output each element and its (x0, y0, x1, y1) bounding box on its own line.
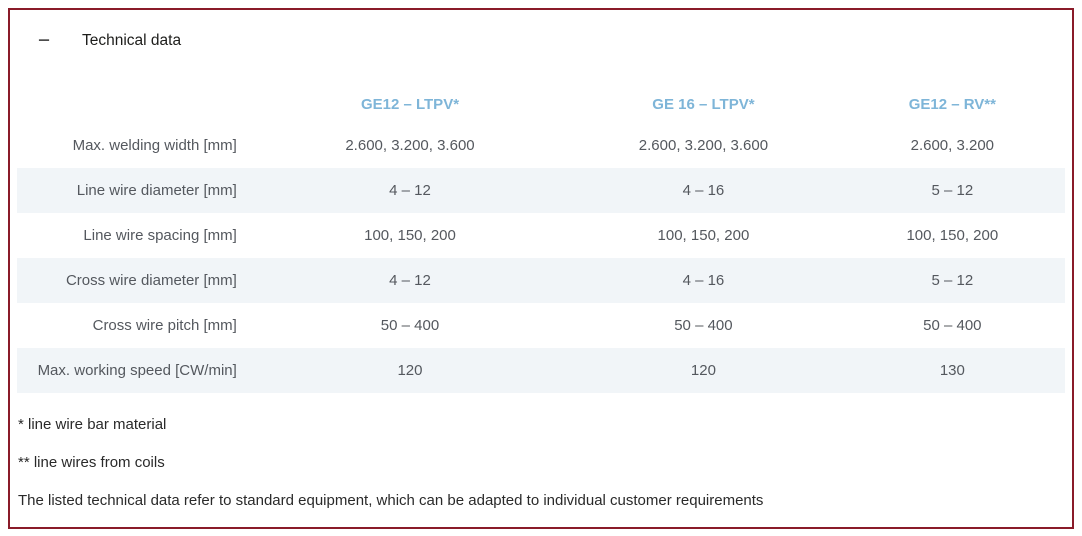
cell-value: 50 – 400 (923, 317, 982, 334)
accordion-header: − Technical data (35, 29, 1065, 52)
table-row: Line wire diameter [mm] 4 – 12 4 – 16 5 … (17, 168, 1065, 213)
cell-value: 120 (690, 362, 716, 379)
cell-value: 100, 150, 200 (657, 227, 750, 244)
cell-value: 5 – 12 (931, 182, 974, 199)
collapse-minus-icon[interactable]: − (37, 29, 51, 52)
row-label-cross-wire-diameter: Cross wire diameter [mm] (65, 272, 237, 289)
row-label-max-working-speed: Max. working speed [CW/min] (37, 362, 237, 379)
label-column-header (17, 85, 253, 123)
footnote-line-wires-from-coils: ** line wires from coils (18, 454, 165, 471)
cell-value: 4 – 16 (682, 182, 725, 199)
table-row: Line wire spacing [mm] 100, 150, 200 100… (17, 213, 1065, 258)
footnotes: * line wire bar material ** line wires f… (18, 417, 1065, 508)
cell-value: 4 – 16 (682, 272, 725, 289)
cell-value: 50 – 400 (674, 317, 733, 334)
table-row: Max. welding width [mm] 2.600, 3.200, 3.… (17, 123, 1065, 168)
cell-value: 100, 150, 200 (364, 227, 456, 244)
cell-value: 2.600, 3.200 (910, 137, 995, 154)
column-header-ge12-ltpv: GE12 – LTPV* (360, 95, 460, 113)
table-row: Max. working speed [CW/min] 120 120 130 (17, 348, 1065, 393)
cell-value: 4 – 12 (389, 182, 431, 199)
row-label-line-wire-spacing: Line wire spacing [mm] (83, 227, 237, 244)
footnote-line-wire-bar-material: * line wire bar material (18, 416, 167, 433)
table-row: Cross wire diameter [mm] 4 – 12 4 – 16 5… (17, 258, 1065, 303)
panel-title: Technical data (82, 32, 182, 49)
table-row: Cross wire pitch [mm] 50 – 400 50 – 400 … (17, 303, 1065, 348)
cell-value: 2.600, 3.200, 3.600 (638, 137, 769, 154)
column-header-ge12-rv: GE12 – RV** (908, 95, 996, 113)
technical-data-panel: − Technical data GE12 – LTPV* GE 16 – LT… (8, 8, 1074, 529)
row-label-cross-wire-pitch: Cross wire pitch [mm] (92, 317, 237, 334)
row-label-max-welding-width: Max. welding width [mm] (72, 137, 237, 154)
footnote-standard-equipment: The listed technical data refer to stand… (18, 492, 764, 509)
cell-value: 2.600, 3.200, 3.600 (345, 137, 475, 154)
cell-value: 5 – 12 (931, 272, 974, 289)
cell-value: 120 (397, 362, 423, 379)
cell-value: 4 – 12 (389, 272, 431, 289)
column-header-ge16-ltpv: GE 16 – LTPV* (652, 95, 755, 113)
row-label-line-wire-diameter: Line wire diameter [mm] (76, 182, 237, 199)
technical-data-table: GE12 – LTPV* GE 16 – LTPV* GE12 – RV** M… (17, 85, 1065, 393)
table-header-row: GE12 – LTPV* GE 16 – LTPV* GE12 – RV** (17, 85, 1065, 123)
cell-value: 100, 150, 200 (906, 227, 999, 244)
cell-value: 130 (939, 362, 965, 379)
cell-value: 50 – 400 (380, 317, 440, 334)
